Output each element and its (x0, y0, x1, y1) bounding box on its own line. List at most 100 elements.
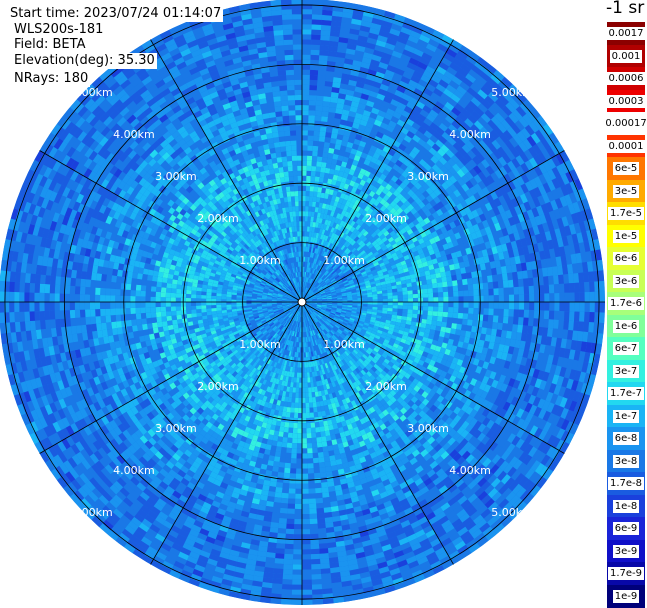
heatmap-cell (187, 286, 193, 291)
heatmap-cell (312, 202, 316, 207)
heatmap-cell (295, 398, 299, 403)
heatmap-cell (413, 310, 418, 314)
heatmap-cell (297, 368, 300, 373)
heatmap-cell (186, 306, 191, 310)
heatmap-cell (422, 284, 428, 289)
heatmap-cell (306, 413, 310, 418)
heatmap-cell (293, 428, 298, 433)
heatmap-cell (421, 319, 427, 324)
heatmap-cell (294, 221, 297, 226)
heatmap-cell (298, 241, 300, 246)
heatmap-cell (295, 196, 299, 201)
heatmap-cell (423, 293, 428, 298)
heatmap-cell (161, 292, 166, 297)
heatmap-cell (316, 437, 321, 443)
heatmap-cell (302, 438, 307, 443)
heatmap-cell (397, 288, 402, 292)
heatmap-cell (274, 430, 280, 436)
heatmap-cell (291, 397, 295, 402)
heatmap-cell (221, 302, 226, 305)
heatmap-cell (388, 299, 393, 302)
heatmap-cell (167, 278, 173, 283)
heatmap-cell (408, 306, 413, 310)
heatmap-cell (438, 312, 444, 317)
heatmap-cell (428, 297, 433, 302)
heatmap-cell (388, 302, 393, 305)
heatmap-cell (221, 299, 226, 302)
heatmap-cell (196, 291, 201, 295)
heatmap-cell (408, 298, 413, 302)
heatmap-cell (305, 398, 309, 403)
heatmap-cell (312, 397, 316, 402)
heatmap-cell (431, 320, 437, 325)
heatmap-cell (293, 176, 298, 181)
heatmap-cell (398, 299, 403, 303)
heatmap-cell (315, 427, 320, 433)
heatmap-cell (299, 378, 302, 383)
heatmap-cell (413, 290, 418, 294)
heatmap-cell (430, 325, 436, 331)
heatmap-cell (304, 241, 306, 246)
heatmap-cell (383, 296, 388, 299)
heatmap-cell (302, 393, 305, 398)
heatmap-cell (299, 388, 302, 393)
heatmap-cell (211, 302, 216, 305)
heatmap-cell (226, 305, 231, 308)
heatmap-cell (292, 206, 296, 211)
heatmap-cell (294, 377, 297, 382)
heatmap-cell (216, 305, 221, 308)
heatmap-cell (288, 428, 293, 433)
heatmap-cell (283, 432, 288, 438)
heatmap-cell (315, 422, 320, 428)
heatmap-cell (304, 368, 307, 373)
heatmap-cell (321, 162, 327, 168)
heatmap-cell (290, 186, 294, 191)
heatmap-cell (306, 196, 310, 201)
heatmap-cell (241, 304, 246, 306)
heatmap-cell (287, 438, 292, 444)
heatmap-cell (433, 311, 438, 316)
heatmap-cell (196, 295, 201, 299)
heatmap-cell (382, 293, 387, 296)
heatmap-cell (306, 428, 311, 433)
heatmap-cell (438, 297, 443, 302)
heatmap-cell (397, 312, 402, 316)
heatmap-cell (288, 171, 293, 176)
heatmap-cell (382, 308, 387, 311)
heatmap-cell (413, 294, 418, 298)
heatmap-cell (161, 316, 167, 321)
heatmap-cell (294, 186, 298, 191)
heatmap-cell (398, 305, 403, 309)
heatmap-cell (302, 176, 306, 181)
heatmap-cell (306, 176, 311, 181)
heatmap-cell (277, 436, 283, 442)
heatmap-cell (287, 197, 291, 203)
heatmap-cell (427, 315, 433, 320)
heatmap-cell (297, 433, 302, 438)
heatmap-cell (211, 293, 216, 297)
heatmap-cell (378, 299, 383, 302)
heatmap-cell (172, 320, 178, 325)
heatmap-cell (372, 294, 377, 297)
heatmap-cell (298, 408, 302, 413)
heatmap-cell (305, 393, 309, 398)
heatmap-cell (302, 433, 307, 438)
heatmap-cell (422, 315, 428, 320)
heatmap-cell (311, 433, 316, 438)
heatmap-cell (299, 393, 302, 398)
heatmap-cell (298, 186, 302, 191)
heatmap-cell (298, 423, 302, 428)
heatmap-cell (290, 408, 294, 413)
heatmap-cell (433, 307, 438, 312)
heatmap-cell (302, 221, 305, 226)
heatmap-cell (428, 306, 433, 311)
heatmap-cell (186, 290, 191, 294)
heatmap-cell (308, 211, 312, 216)
heatmap-cell (192, 313, 198, 317)
heatmap-cell (408, 294, 413, 298)
heatmap-cell (196, 298, 201, 302)
heatmap-cell (305, 216, 308, 221)
heatmap-cell (302, 191, 306, 196)
heatmap-cell (304, 347, 306, 352)
heatmap-cell (307, 166, 312, 171)
